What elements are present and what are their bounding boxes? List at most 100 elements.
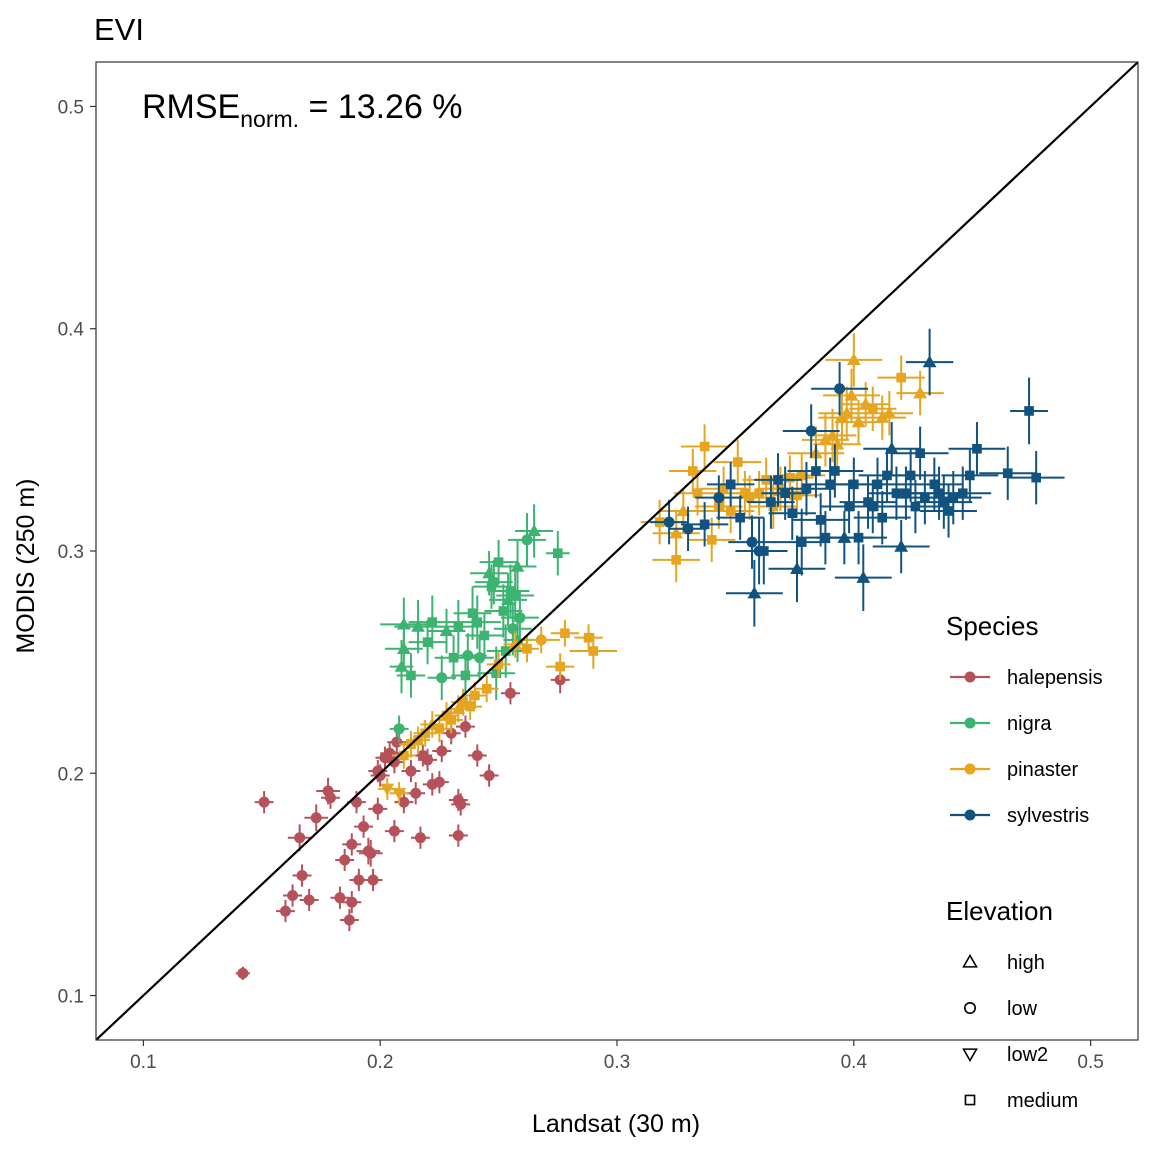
data-point [787,508,798,519]
legend-key-low2 [962,1048,978,1063]
data-point [303,894,315,906]
data-point [894,539,909,552]
data-point [687,466,698,476]
data-point [718,483,729,494]
data-point [294,832,306,844]
data-point [491,668,502,679]
legend-label-nigra: nigra [1007,713,1052,735]
data-point [237,967,249,979]
data-point [884,441,899,454]
data-point [957,488,968,499]
data-point [483,769,495,781]
data-point [671,555,682,565]
data-point [467,608,478,619]
data-point [1024,406,1034,416]
data-point [394,659,409,672]
data-point [676,504,691,517]
data-point [493,659,504,670]
legend-label-low: low [1007,998,1038,1020]
data-point [346,838,358,850]
series-pinaster [377,333,944,805]
data-point [699,519,710,530]
legend-label-medium: medium [1007,1090,1078,1112]
y-tick-label: 0.2 [58,764,84,785]
y-axis-title: MODIS (250 m) [12,478,40,653]
data-point [815,515,826,525]
data-point [462,649,474,661]
data-point [422,754,434,766]
legend-key-nigra [950,717,990,729]
rmse-main: RMSE [142,88,240,126]
data-point [372,803,384,815]
data-point [493,557,504,567]
data-point [905,470,916,481]
data-point [747,586,762,599]
data-point [510,559,525,572]
data-point [479,630,490,641]
data-point [901,488,911,499]
data-point [588,646,599,656]
data-point [455,798,467,810]
data-point [805,425,817,437]
data-point [943,506,954,516]
legend-label-high: high [1007,952,1045,974]
y-tick-label: 0.5 [58,97,84,118]
data-point [393,723,405,735]
x-tick-label: 0.4 [841,1052,868,1073]
data-point [785,472,795,483]
data-point [380,783,395,796]
data-point [948,492,959,503]
data-point [713,492,725,504]
y-tick-label: 0.1 [58,987,84,1008]
data-point [856,570,871,583]
y-tick-label: 0.3 [58,542,84,563]
data-point [915,448,925,459]
rmse-annotation: RMSEnorm. = 13.26 % [142,88,463,132]
data-point [508,637,523,650]
legend-label-halepensis: halepensis [1007,667,1103,689]
data-point [501,593,515,606]
legend-key-dot [964,763,976,775]
data-point [699,441,710,452]
data-point [754,488,764,499]
data-point [773,475,783,485]
data-point [560,628,570,639]
rmse-subscript: norm. [240,106,299,132]
data-point [346,896,358,908]
data-point [732,457,743,467]
data-point [535,634,547,646]
series-sylvestris [650,328,1065,627]
data-point [452,830,464,842]
data-point [725,479,736,490]
series-nigra [380,504,570,743]
data-point [388,825,400,837]
data-point [844,388,859,401]
legend-label-low2: low2 [1007,1044,1048,1066]
data-point [796,470,807,481]
data-point [780,488,790,499]
data-point [867,403,878,414]
legend-key-halepensis [950,671,990,683]
data-point [663,516,675,528]
data-point [500,646,511,656]
data-point [482,566,496,579]
data-point [411,619,425,632]
x-tick-label: 0.5 [1077,1052,1103,1073]
chart-title: EVI [94,12,144,47]
legend-key-shape [962,1048,978,1063]
data-point [872,479,883,490]
x-tick-label: 0.3 [604,1052,630,1073]
data-point [439,624,454,637]
data-point [552,548,563,559]
data-point [839,406,854,419]
data-point [434,724,445,734]
data-point [258,796,270,808]
legend-key-low [963,1001,976,1014]
data-point [413,735,423,745]
x-tick-label: 0.2 [367,1052,393,1073]
x-tick-label: 0.1 [130,1052,156,1073]
data-point [334,892,346,904]
data-point [391,736,403,748]
data-point [830,466,840,476]
